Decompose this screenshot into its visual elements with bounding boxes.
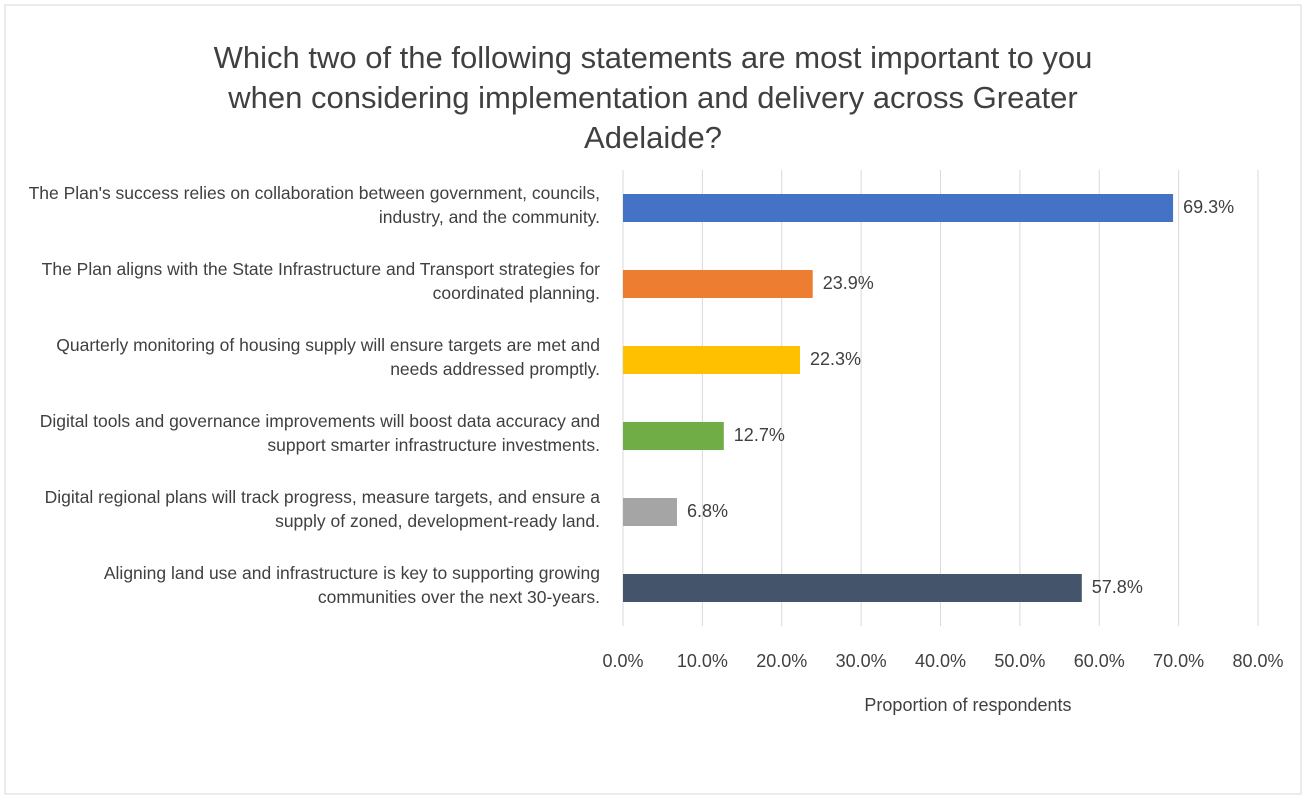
- bar: [623, 270, 813, 298]
- y-tick-label: The Plan's success relies on collaborati…: [28, 183, 600, 227]
- x-tick-label: 30.0%: [836, 651, 887, 671]
- bar: [623, 194, 1174, 222]
- y-tick-label: Digital regional plans will track progre…: [44, 487, 600, 531]
- x-tick-label: 10.0%: [677, 651, 728, 671]
- data-label: 57.8%: [1092, 577, 1143, 597]
- x-tick-label: 0.0%: [602, 651, 643, 671]
- x-tick-label: 70.0%: [1153, 651, 1204, 671]
- bar: [623, 498, 677, 526]
- data-label: 6.8%: [687, 501, 728, 521]
- data-label: 23.9%: [823, 273, 874, 293]
- y-tick-label: Aligning land use and infrastructure is …: [103, 563, 600, 607]
- bar: [623, 422, 724, 450]
- x-tick-label: 20.0%: [756, 651, 807, 671]
- y-tick-label: Quarterly monitoring of housing supply w…: [56, 335, 600, 379]
- data-label: 69.3%: [1183, 197, 1234, 217]
- x-tick-label: 80.0%: [1232, 651, 1283, 671]
- data-label: 12.7%: [734, 425, 785, 445]
- chart-border: [4, 4, 1302, 795]
- x-tick-label: 60.0%: [1074, 651, 1125, 671]
- bar: [623, 574, 1082, 602]
- y-tick-label: Digital tools and governance improvement…: [39, 411, 600, 455]
- data-label: 22.3%: [810, 349, 861, 369]
- x-tick-label: 50.0%: [994, 651, 1045, 671]
- bar: [623, 346, 801, 374]
- x-tick-label: 40.0%: [915, 651, 966, 671]
- y-tick-label: The Plan aligns with the State Infrastru…: [41, 259, 600, 303]
- x-axis-title: Proportion of respondents: [864, 695, 1071, 715]
- chart-title: Which two of the following statements ar…: [213, 40, 1093, 155]
